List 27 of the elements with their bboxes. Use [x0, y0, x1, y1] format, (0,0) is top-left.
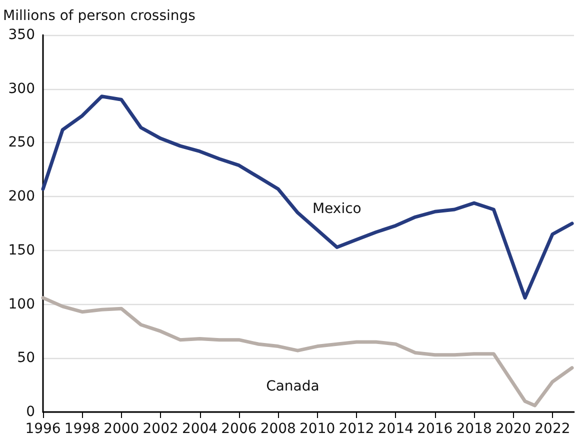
series-label: Mexico	[312, 201, 362, 218]
y-tick-label: 250	[8, 134, 35, 151]
line-series	[41, 94, 574, 300]
x-tick-label: 2020	[495, 421, 532, 437]
y-tick-label: 350	[8, 27, 35, 43]
x-tick-label: 2022	[534, 421, 570, 437]
x-tick-label: 2006	[221, 421, 257, 437]
x-tick-label: 2014	[378, 421, 414, 437]
x-tick-label: 2012	[338, 421, 374, 437]
x-tick-label: 2016	[417, 421, 453, 437]
x-tick-label: 1998	[64, 421, 100, 437]
y-axis-title: Millions of person crossings	[3, 8, 196, 24]
y-tick-label: 0	[26, 404, 35, 420]
x-tick-label: 2018	[456, 421, 492, 437]
y-tick-label: 300	[8, 80, 35, 97]
x-tick-label: 2010	[299, 421, 336, 437]
x-tick-label: 2000	[104, 421, 140, 437]
y-tick-label: 50	[17, 350, 35, 366]
text: Canada	[266, 378, 320, 395]
y-tick-label: 150	[8, 242, 35, 258]
y-tick-label: 100	[8, 296, 35, 312]
x-tick-label: 1996	[25, 421, 61, 437]
x-tick-label: 2002	[142, 421, 178, 437]
x-tick-label: 2004	[182, 421, 218, 437]
line-series	[41, 296, 574, 408]
y-tick-label: 200	[8, 188, 35, 205]
x-tick-label: 2008	[260, 421, 296, 437]
